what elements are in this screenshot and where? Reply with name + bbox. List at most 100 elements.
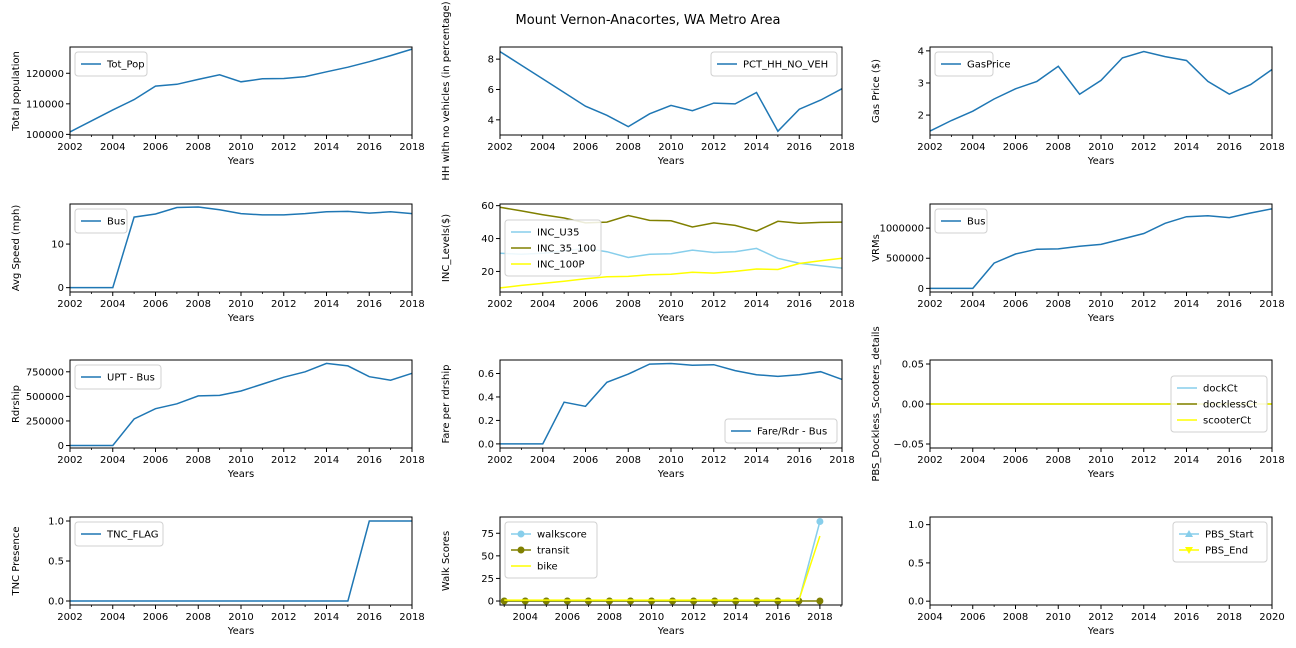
y-tick-label: 50 <box>481 551 494 562</box>
x-tick-label: 2014 <box>1174 299 1199 310</box>
x-tick-label: 2018 <box>1259 299 1284 310</box>
series-line-1 <box>70 206 413 289</box>
x-tick-label: 2014 <box>314 299 339 310</box>
x-tick-label: 2006 <box>143 299 168 310</box>
x-axis-label: Years <box>227 156 254 167</box>
x-tick-label: 2006 <box>1003 299 1028 310</box>
x-tick-label: 2012 <box>271 299 296 310</box>
legend-marker <box>517 546 525 554</box>
x-tick-label: 2010 <box>228 455 253 466</box>
x-tick-label: 2018 <box>829 455 854 466</box>
legend-marker <box>1185 530 1193 537</box>
y-tick-label: 0.05 <box>902 360 924 371</box>
x-tick-label: 2008 <box>616 299 641 310</box>
y-tick-label: 6 <box>488 85 494 96</box>
data-point <box>711 597 719 605</box>
series-line-2 <box>499 206 843 232</box>
legend-label: docklessCt <box>1203 400 1257 411</box>
y-tick-label: 250000 <box>26 416 64 427</box>
x-tick-label: 2008 <box>1003 612 1028 623</box>
x-tick-label: 2018 <box>829 142 854 153</box>
x-tick-label: 2010 <box>658 142 683 153</box>
y-axis-label: PBS_Dockless_Scooters_details <box>871 326 882 481</box>
x-tick-label: 2014 <box>744 142 769 153</box>
data-point <box>774 597 782 605</box>
x-tick-label: 2004 <box>960 299 985 310</box>
x-tick-label: 2004 <box>530 142 555 153</box>
y-tick-label: 0 <box>488 597 494 608</box>
x-tick-label: 2018 <box>1259 455 1284 466</box>
x-tick-label: 2014 <box>1174 142 1199 153</box>
subplot-1: 2002 2004 2006 2008 2010 2012 2014 2016 2018 1000… <box>11 46 425 167</box>
series-line-1 <box>929 50 1273 132</box>
data-point <box>521 597 529 605</box>
x-tick-label: 2016 <box>357 455 382 466</box>
x-tick-label: 2018 <box>399 142 424 153</box>
x-tick-label: 2008 <box>616 455 641 466</box>
subplot-7: 2002 2004 2006 2008 2010 2012 2014 2016 2018 0 250… <box>11 359 425 480</box>
subplot-2: 2002 2004 2006 2008 2010 2012 2014 2016 2018 4 6 8 Y… <box>441 1 855 180</box>
x-tick-label: 2002 <box>487 455 512 466</box>
x-tick-label: 2018 <box>399 299 424 310</box>
x-tick-label: 2014 <box>314 455 339 466</box>
x-tick-label: 2004 <box>530 299 555 310</box>
data-point <box>605 597 613 605</box>
x-tick-label: 2018 <box>807 612 832 623</box>
y-tick-label: 500000 <box>886 254 924 265</box>
subplot-6: 2002 2004 2006 2008 2010 2012 2014 2016 2018 0 500… <box>871 203 1285 324</box>
y-tick-label: 3 <box>918 78 924 89</box>
x-tick-label: 2006 <box>555 612 580 623</box>
figure-title: Mount Vernon-Anacortes, WA Metro Area <box>516 13 781 28</box>
x-tick-label: 2006 <box>573 455 598 466</box>
x-axis-label: Years <box>227 469 254 480</box>
legend-box <box>504 521 598 579</box>
legend-box <box>74 51 148 77</box>
x-tick-label: 2002 <box>917 455 942 466</box>
series-line-1 <box>70 520 412 602</box>
y-tick-label: 1.0 <box>908 520 924 531</box>
x-tick-label: 2010 <box>1088 299 1113 310</box>
x-tick-label: 2008 <box>1046 455 1071 466</box>
legend-label: dockCt <box>1203 384 1238 395</box>
x-tick-label: 2006 <box>573 142 598 153</box>
series-line-3 <box>499 257 843 289</box>
subplot-3: 2002 2004 2006 2008 2010 2012 2014 2016 2018 2 3 4 Y… <box>871 46 1285 167</box>
y-axis-label: Gas Price ($) <box>871 59 882 123</box>
y-tick-label: 25 <box>481 574 494 585</box>
x-tick-label: 2012 <box>271 142 296 153</box>
legend-label: INC_100P <box>537 260 585 271</box>
legend-label: UPT - Bus <box>107 373 155 384</box>
legend: INC_U35 INC_35_100 INC_100P <box>504 219 602 277</box>
x-tick-label: 2002 <box>57 142 82 153</box>
legend-label: PBS_Start <box>1205 530 1254 541</box>
data-point <box>669 597 677 605</box>
legend-box <box>74 521 164 547</box>
x-tick-label: 2016 <box>357 612 382 623</box>
x-tick-label: 2016 <box>787 142 812 153</box>
x-tick-label: 2008 <box>186 142 211 153</box>
legend-label: Bus <box>967 217 985 228</box>
x-tick-label: 2016 <box>787 455 812 466</box>
x-tick-label: 2012 <box>1131 142 1156 153</box>
data-point <box>795 597 803 605</box>
x-tick-label: 2018 <box>1259 142 1284 153</box>
x-tick-label: 2008 <box>186 612 211 623</box>
x-tick-label: 2014 <box>314 612 339 623</box>
legend-label: Tot_Pop <box>106 60 145 71</box>
x-axis-label: Years <box>657 156 684 167</box>
data-point <box>626 597 634 605</box>
x-axis-label: Years <box>227 626 254 637</box>
x-axis-label: Years <box>657 313 684 324</box>
x-tick-label: 2010 <box>1046 612 1071 623</box>
y-tick-label: 0.0 <box>478 439 494 450</box>
x-tick-label: 2010 <box>228 299 253 310</box>
y-axis-label: HH with no vehicles (in percentage) <box>441 1 452 180</box>
subplot-12: 2004 2006 2008 2010 2012 2014 2016 2018 2020 0.0 0… <box>908 516 1285 637</box>
x-tick-label: 2010 <box>658 455 683 466</box>
y-tick-label: 0 <box>918 284 924 295</box>
x-tick-label: 2008 <box>616 142 641 153</box>
data-point <box>816 518 824 526</box>
x-tick-label: 2010 <box>228 142 253 153</box>
x-axis-label: Years <box>1087 469 1114 480</box>
